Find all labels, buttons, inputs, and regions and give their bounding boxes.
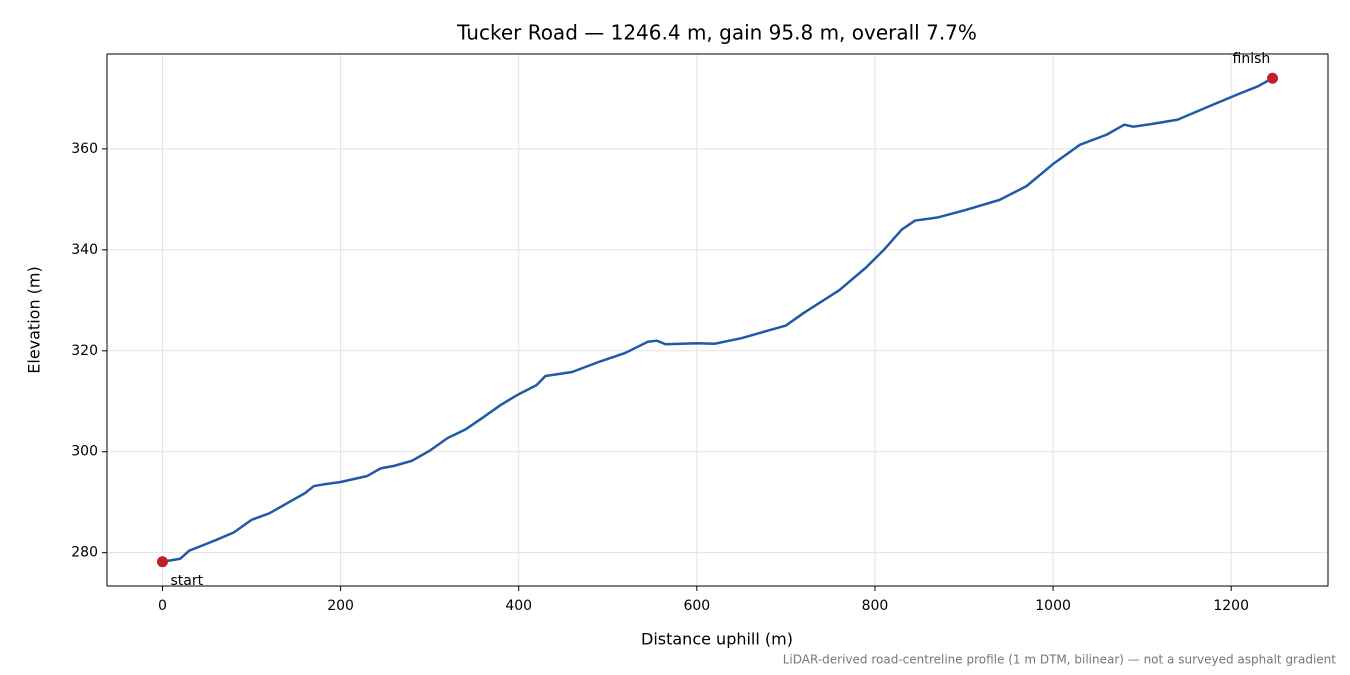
plot-frame bbox=[106, 53, 1329, 587]
y-axis-label: Elevation (m) bbox=[25, 266, 44, 373]
elevation-line bbox=[162, 77, 1274, 564]
endpoint-marker bbox=[1267, 72, 1279, 84]
x-tick-label: 0 bbox=[158, 598, 167, 614]
footnote: LiDAR-derived road-centreline profile (1… bbox=[783, 653, 1337, 667]
y-tick-label: 340 bbox=[71, 242, 98, 258]
x-tick-label: 200 bbox=[327, 598, 354, 614]
x-tick-label: 800 bbox=[862, 598, 889, 614]
x-tick-label: 1200 bbox=[1213, 598, 1249, 614]
x-tick-label: 400 bbox=[505, 598, 532, 614]
endpoint-marker bbox=[156, 556, 168, 568]
y-tick-label: 300 bbox=[71, 444, 98, 460]
x-axis-label: Distance uphill (m) bbox=[641, 630, 793, 649]
y-tick-label: 320 bbox=[71, 343, 98, 359]
y-tick-label: 360 bbox=[71, 141, 98, 157]
chart-title: Tucker Road — 1246.4 m, gain 95.8 m, ove… bbox=[456, 21, 977, 45]
endpoint-label: start bbox=[170, 573, 203, 589]
y-tick-label: 280 bbox=[71, 545, 98, 561]
x-tick-label: 1000 bbox=[1035, 598, 1071, 614]
x-tick-label: 600 bbox=[683, 598, 710, 614]
endpoint-label: finish bbox=[1233, 51, 1271, 67]
